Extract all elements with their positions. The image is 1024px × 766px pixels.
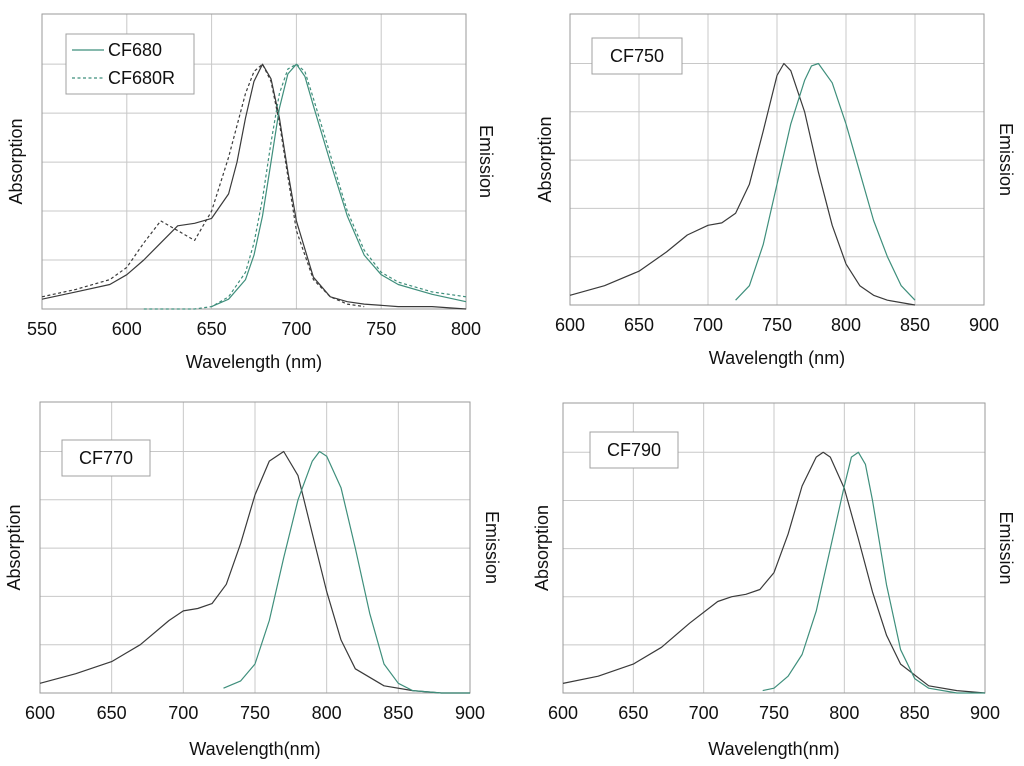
emission-curve xyxy=(762,451,985,694)
x-tick-label: 600 xyxy=(112,319,142,339)
y-axis-title-absorption: Absorption xyxy=(6,118,26,204)
x-tick-label: 900 xyxy=(455,703,485,723)
emission-curve-dashed xyxy=(143,63,467,310)
absorption-curve xyxy=(39,450,470,694)
dye-label-box xyxy=(61,439,151,477)
x-tick-label: 650 xyxy=(624,315,654,335)
spectrum-chart-3: 600 650 700 750 800 850 900 Wavelength(nm) Absor… xyxy=(532,402,1016,759)
spectrum-chart-1: 600 650 700 750 800 850 900 Wavelength (nm) Abso… xyxy=(535,13,1016,368)
x-tick-label: 800 xyxy=(831,315,861,335)
dye-label: CF750 xyxy=(610,46,664,66)
emission-curve xyxy=(223,450,470,694)
y-axis-title-emission: Emission xyxy=(482,511,502,584)
x-tick-label: 900 xyxy=(970,703,1000,723)
plot-frame xyxy=(562,402,986,694)
legend-entry: CF680R xyxy=(108,68,175,88)
y-axis-title-absorption: Absorption xyxy=(4,504,24,590)
x-axis-title: Wavelength(nm) xyxy=(708,739,839,759)
x-tick-label: 750 xyxy=(366,319,396,339)
x-tick-label: 800 xyxy=(312,703,342,723)
x-tick-label: 700 xyxy=(689,703,719,723)
y-axis-title-emission: Emission xyxy=(996,511,1016,584)
x-tick-label: 800 xyxy=(829,703,859,723)
x-tick-label: 750 xyxy=(762,315,792,335)
x-axis-title: Wavelength (nm) xyxy=(186,352,322,372)
legend-entry: CF680 xyxy=(108,40,162,60)
plot-frame xyxy=(39,401,471,694)
x-tick-label: 650 xyxy=(197,319,227,339)
x-tick-label: 600 xyxy=(548,703,578,723)
y-axis-title-absorption: Absorption xyxy=(535,116,555,202)
x-tick-label: 800 xyxy=(451,319,481,339)
x-tick-label: 650 xyxy=(97,703,127,723)
x-tick-label: 750 xyxy=(759,703,789,723)
x-tick-label: 650 xyxy=(618,703,648,723)
dye-label: CF770 xyxy=(79,448,133,468)
dye-label-box xyxy=(591,37,683,75)
absorption-curve xyxy=(569,62,916,306)
y-axis-title-emission: Emission xyxy=(476,125,496,198)
x-tick-label: 700 xyxy=(281,319,311,339)
y-axis-title-emission: Emission xyxy=(996,123,1016,196)
x-tick-label: 600 xyxy=(25,703,55,723)
legend: CF680 CF680R xyxy=(65,33,195,95)
x-axis-title: Wavelength (nm) xyxy=(709,348,845,368)
x-tick-label: 850 xyxy=(900,315,930,335)
emission-curve xyxy=(211,63,467,308)
absorption-curve xyxy=(562,451,986,694)
x-tick-label: 850 xyxy=(383,703,413,723)
emission-curve xyxy=(735,62,916,301)
dye-label-box xyxy=(589,431,679,469)
absorption-curve-dashed xyxy=(41,63,365,308)
x-tick-label: 550 xyxy=(27,319,57,339)
dye-label: CF790 xyxy=(607,440,661,460)
x-tick-label: 700 xyxy=(693,315,723,335)
x-tick-label: 700 xyxy=(168,703,198,723)
x-tick-label: 750 xyxy=(240,703,270,723)
legend-box xyxy=(65,33,195,95)
x-tick-label: 900 xyxy=(969,315,999,335)
plot-frame xyxy=(569,13,985,306)
absorption-curve xyxy=(41,63,467,310)
x-tick-label: 850 xyxy=(900,703,930,723)
y-axis-title-absorption: Absorption xyxy=(532,505,552,591)
x-tick-label: 600 xyxy=(555,315,585,335)
spectrum-chart-0: 550 600 650 700 750 800 Wavelength (nm) Absorpt… xyxy=(6,13,496,372)
x-axis-title: Wavelength(nm) xyxy=(189,739,320,759)
plot-frame xyxy=(41,13,467,310)
spectrum-chart-2: 600 650 700 750 800 850 900 Wavelength(nm) Absor… xyxy=(4,401,502,759)
